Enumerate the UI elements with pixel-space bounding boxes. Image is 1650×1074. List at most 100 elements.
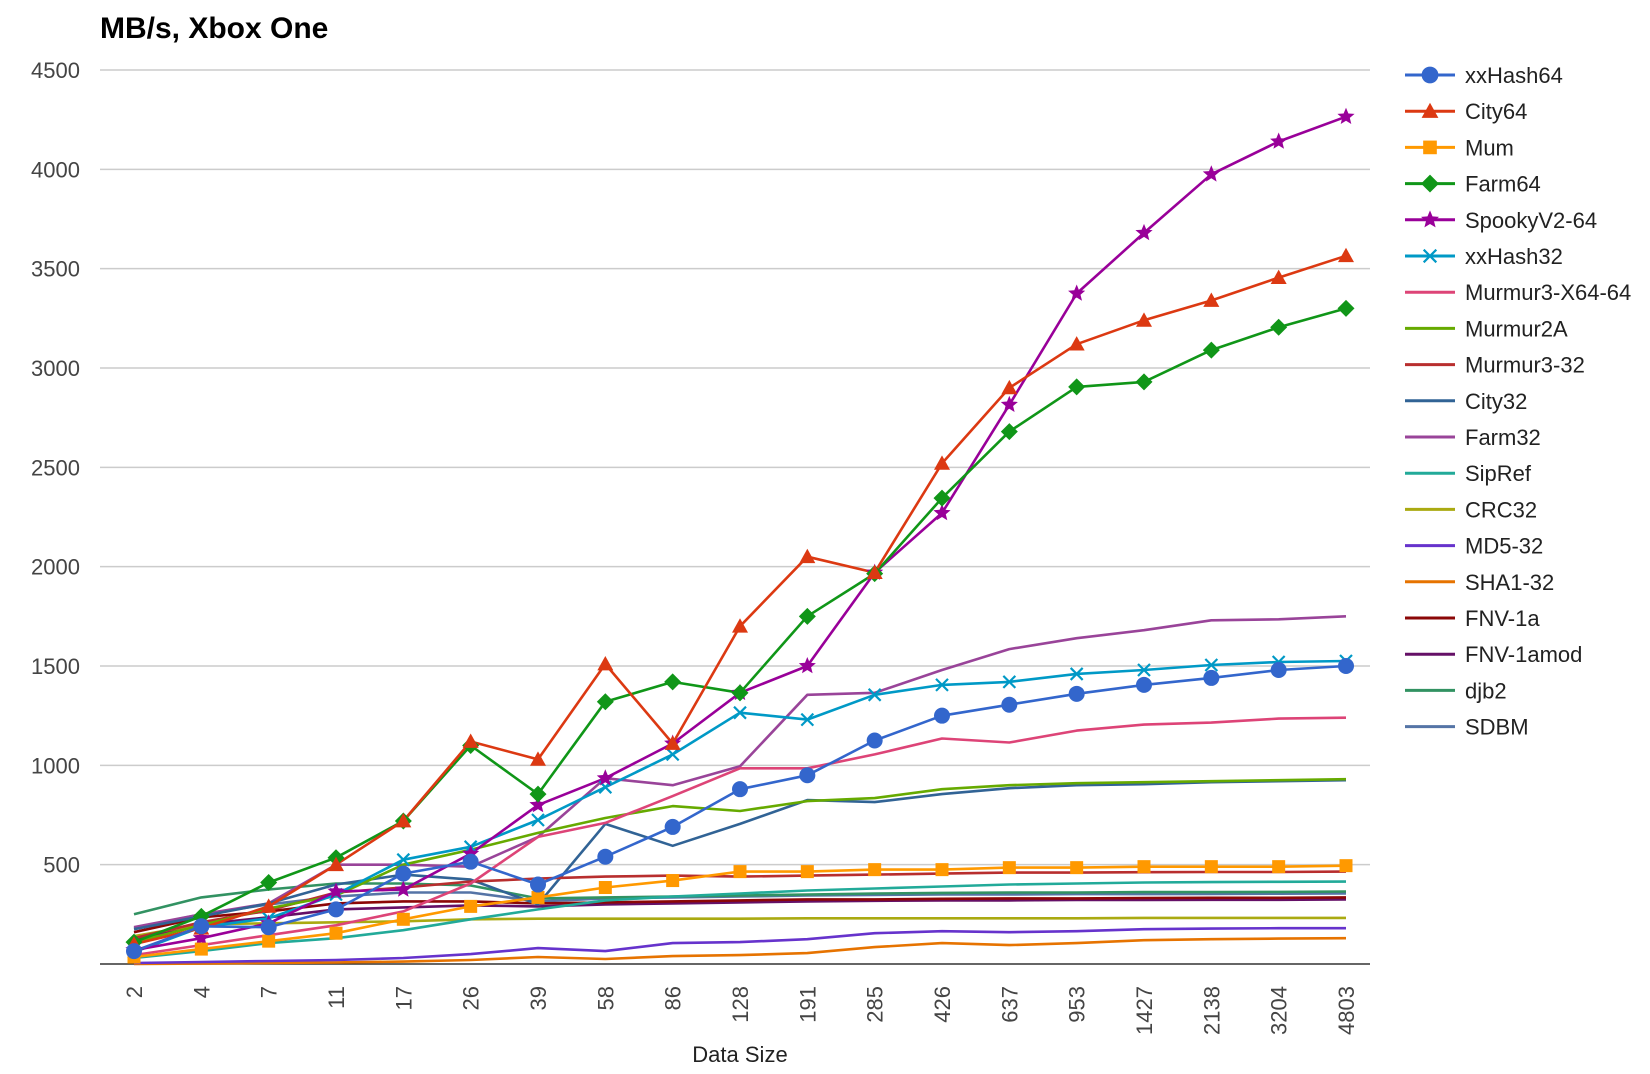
data-point (394, 880, 412, 897)
x-tick-label: 11 (324, 986, 349, 1009)
legend-item: Murmur3-X64-64 (1405, 280, 1631, 305)
legend-item: Murmur3-32 (1405, 353, 1585, 378)
series-line-sha1-32 (133, 936, 1347, 966)
legend-marker (1421, 210, 1439, 228)
data-point (329, 926, 343, 940)
data-point (799, 548, 816, 564)
data-point (1136, 676, 1152, 693)
x-tick-label: 128 (728, 986, 753, 1023)
y-tick-label: 2000 (31, 555, 80, 580)
data-point (529, 785, 547, 803)
legend-item: xxHash32 (1405, 244, 1563, 269)
data-point (664, 818, 681, 835)
legend-item: SipRef (1405, 461, 1532, 486)
data-point (596, 769, 614, 786)
y-tick-label: 1500 (31, 654, 80, 679)
data-point (1068, 284, 1086, 301)
x-tick-label: 285 (863, 986, 888, 1023)
data-point (934, 707, 950, 724)
y-tick-label: 4500 (31, 58, 80, 83)
data-point (462, 853, 479, 870)
data-point (800, 712, 815, 727)
legend-item: SHA1-32 (1405, 570, 1554, 595)
legend-item: Murmur2A (1405, 316, 1568, 341)
x-tick-label: 2 (122, 986, 147, 998)
legend-item: SpookyV2-64 (1405, 208, 1597, 233)
data-point (260, 874, 278, 892)
y-tick-label: 4000 (31, 157, 80, 182)
x-tick-label: 1427 (1132, 986, 1157, 1035)
data-point (1339, 859, 1353, 873)
data-point (1203, 669, 1220, 686)
data-point (1000, 423, 1018, 441)
legend: xxHash64 City64 Mum Farm64 SpookyV2-64 xxHash… (1405, 63, 1631, 740)
data-point (531, 813, 545, 827)
data-point (1068, 378, 1086, 396)
legend-item: FNV-1a (1405, 606, 1540, 631)
data-point (529, 796, 547, 813)
legend-label: FNV-1a (1465, 606, 1540, 631)
x-axis-ticks: 2 4 7 11 17 26 39 58 86 128 191 285 426 637 953 1427 213… (122, 986, 1359, 1035)
data-point (866, 732, 883, 749)
data-point (1270, 318, 1288, 336)
y-tick-label: 3000 (31, 356, 80, 381)
data-point (934, 455, 950, 470)
gridlines (100, 69, 1370, 965)
y-tick-label: 3500 (31, 257, 80, 282)
x-tick-label: 3204 (1267, 986, 1292, 1035)
data-point (1272, 860, 1286, 874)
y-axis-ticks: 500 1000 1500 2000 2500 3000 3500 4000 4500 (31, 58, 80, 878)
data-point (1137, 663, 1151, 677)
data-point (1270, 132, 1288, 149)
legend-label: Mum (1465, 135, 1514, 160)
x-tick-label: 953 (1065, 986, 1090, 1023)
x-tick-label: 191 (795, 986, 820, 1023)
x-tick-label: 426 (930, 986, 955, 1023)
legend-label: Murmur2A (1465, 316, 1568, 341)
x-tick-label: 637 (997, 986, 1022, 1023)
legend-label: djb2 (1465, 678, 1507, 703)
data-point (933, 489, 951, 507)
x-tick-label: 4803 (1334, 986, 1359, 1035)
data-point (1338, 658, 1354, 674)
data-point (1202, 341, 1220, 359)
data-point (260, 898, 277, 913)
series-markers (125, 107, 1355, 964)
data-point (192, 929, 210, 946)
data-point (867, 688, 882, 702)
data-point (1337, 299, 1355, 317)
legend-item: City32 (1405, 389, 1527, 414)
data-point (1002, 861, 1016, 875)
series-line-xxhash64 (133, 664, 1347, 953)
x-tick-label: 4 (189, 986, 214, 998)
legend-label: Murmur3-X64-64 (1465, 280, 1631, 305)
data-point (531, 890, 545, 904)
y-tick-label: 500 (43, 853, 80, 878)
x-tick-label: 86 (661, 986, 686, 1010)
data-point (798, 657, 816, 674)
chart-title: MB/s, Xbox One (100, 12, 328, 45)
legend-item: Farm64 (1405, 172, 1541, 197)
legend-label: SDBM (1465, 715, 1529, 740)
legend-item: SDBM (1405, 715, 1529, 740)
data-point (1203, 292, 1220, 307)
data-point (733, 865, 747, 879)
legend-label: xxHash64 (1465, 63, 1563, 88)
data-point (396, 852, 411, 867)
legend-marker (1421, 66, 1439, 84)
data-point (396, 912, 410, 926)
data-point (1002, 675, 1017, 689)
data-point (799, 767, 816, 784)
data-point (935, 678, 949, 692)
data-point (1136, 312, 1152, 327)
data-point (1068, 336, 1085, 351)
series-line-farm32 (133, 615, 1347, 929)
data-point (1338, 247, 1354, 263)
data-point (733, 705, 747, 720)
data-point (462, 733, 479, 748)
data-point (731, 684, 749, 702)
data-point (664, 673, 682, 691)
legend-item: djb2 (1405, 678, 1507, 703)
legend-label: MD5-32 (1465, 534, 1543, 559)
